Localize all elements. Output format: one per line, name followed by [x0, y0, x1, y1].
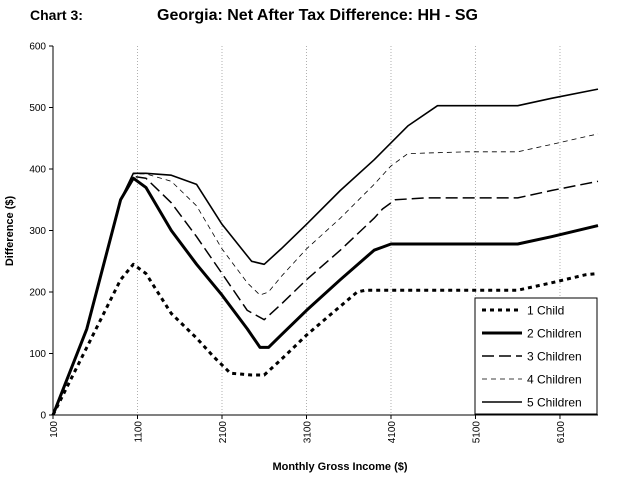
legend-label-5: 5 Children: [527, 396, 582, 410]
y-tick-label: 600: [29, 42, 46, 53]
y-tick-label: 300: [29, 226, 46, 237]
x-tick-label: 6100: [556, 421, 567, 444]
x-axis-title: Monthly Gross Income ($): [272, 461, 407, 473]
legend-box: [474, 297, 598, 415]
chart-title: Georgia: Net After Tax Difference: HH - …: [157, 7, 478, 24]
x-tick-label: 2100: [218, 421, 229, 444]
legend: 1 Child 2 Children 3 Children 4 Children 5 C…: [474, 297, 598, 415]
series-line-1: [51, 262, 599, 416]
y-axis-title: Difference ($): [4, 196, 16, 267]
y-tick-label: 0: [40, 411, 46, 422]
series-line-2: [51, 176, 599, 416]
series-line-3: [52, 175, 599, 416]
chart-label: Chart 3:: [30, 7, 83, 23]
x-tick-label: 3100: [302, 421, 313, 444]
y-tick-label: 400: [29, 165, 46, 176]
legend-label-3: 3 Children: [527, 350, 582, 364]
legend-label-4: 4 Children: [527, 373, 582, 387]
x-tick-label: 100: [49, 421, 60, 438]
series-line-4: [52, 133, 599, 416]
x-tick-label: 4100: [387, 421, 398, 444]
y-tick-label: 200: [29, 288, 46, 299]
legend-label-1: 1 Child: [527, 304, 564, 318]
x-tick-label: 5100: [471, 421, 482, 444]
x-tick-label: 1100: [133, 421, 144, 443]
legend-label-2: 2 Children: [527, 327, 582, 341]
series-line-5: [52, 88, 599, 416]
y-tick-label: 500: [29, 103, 46, 114]
y-tick-label: 100: [29, 349, 46, 360]
